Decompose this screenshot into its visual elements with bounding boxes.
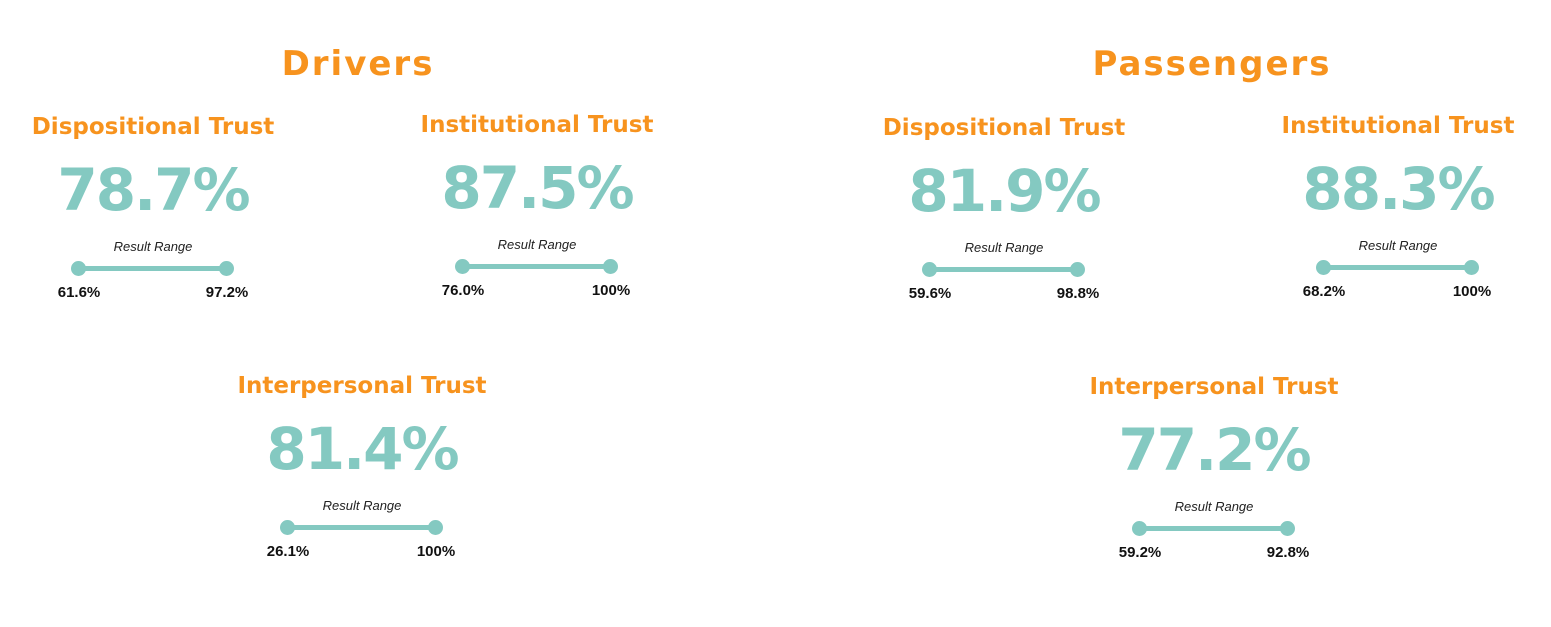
metric-value: 87.5% [441,154,634,222]
range-line [462,264,610,269]
metric-label: Institutional Trust [1281,113,1515,139]
range-max-dot [428,520,443,535]
range-line [287,525,435,530]
range-line [78,266,226,271]
range-min-dot [455,259,470,274]
range-min-value: 26.1% [266,543,310,560]
drivers-institutional-trust: Institutional Trust 87.5% Result Range 7… [387,112,687,312]
range-min-value: 59.2% [1118,544,1162,561]
range-max-value: 100% [1452,283,1492,300]
metric-label: Interpersonal Trust [237,373,487,399]
range-caption: Result Range [497,237,577,252]
range-min-dot [1316,260,1331,275]
range-caption: Result Range [1174,499,1254,514]
metric-label: Dispositional Trust [882,115,1126,141]
range-caption: Result Range [322,498,402,513]
range-max-value: 97.2% [205,284,249,301]
range-min-value: 61.6% [57,284,101,301]
range-caption: Result Range [1358,238,1438,253]
metric-value: 77.2% [1118,416,1311,484]
range-min-value: 68.2% [1302,283,1346,300]
range-max-value: 100% [591,282,631,299]
range-max-dot [603,259,618,274]
metric-value: 88.3% [1302,155,1495,223]
range-min-dot [1132,521,1147,536]
metric-value: 81.4% [266,415,459,483]
range-max-dot [1464,260,1479,275]
drivers-dispositional-trust: Dispositional Trust 78.7% Result Range 6… [3,114,303,314]
range-min-dot [71,261,86,276]
metric-label: Interpersonal Trust [1089,374,1339,400]
metric-label: Dispositional Trust [31,114,275,140]
metric-label: Institutional Trust [420,112,654,138]
passengers-interpersonal-trust: Interpersonal Trust 77.2% Result Range 5… [1064,374,1364,574]
range-min-dot [280,520,295,535]
range-max-dot [219,261,234,276]
range-line [1139,526,1287,531]
range-min-dot [922,262,937,277]
range-min-value: 76.0% [441,282,485,299]
passengers-title: Passengers [1092,44,1332,84]
range-caption: Result Range [964,240,1044,255]
range-min-value: 59.6% [908,285,952,302]
drivers-title: Drivers [281,44,435,84]
metric-value: 78.7% [57,156,250,224]
range-caption: Result Range [113,239,193,254]
range-line [929,267,1077,272]
range-max-value: 92.8% [1266,544,1310,561]
range-max-value: 98.8% [1056,285,1100,302]
drivers-interpersonal-trust: Interpersonal Trust 81.4% Result Range 2… [212,373,512,573]
range-line [1323,265,1471,270]
range-max-dot [1070,262,1085,277]
range-max-dot [1280,521,1295,536]
passengers-institutional-trust: Institutional Trust 88.3% Result Range 6… [1248,113,1548,313]
metric-value: 81.9% [908,157,1101,225]
range-max-value: 100% [416,543,456,560]
passengers-dispositional-trust: Dispositional Trust 81.9% Result Range 5… [854,115,1154,315]
